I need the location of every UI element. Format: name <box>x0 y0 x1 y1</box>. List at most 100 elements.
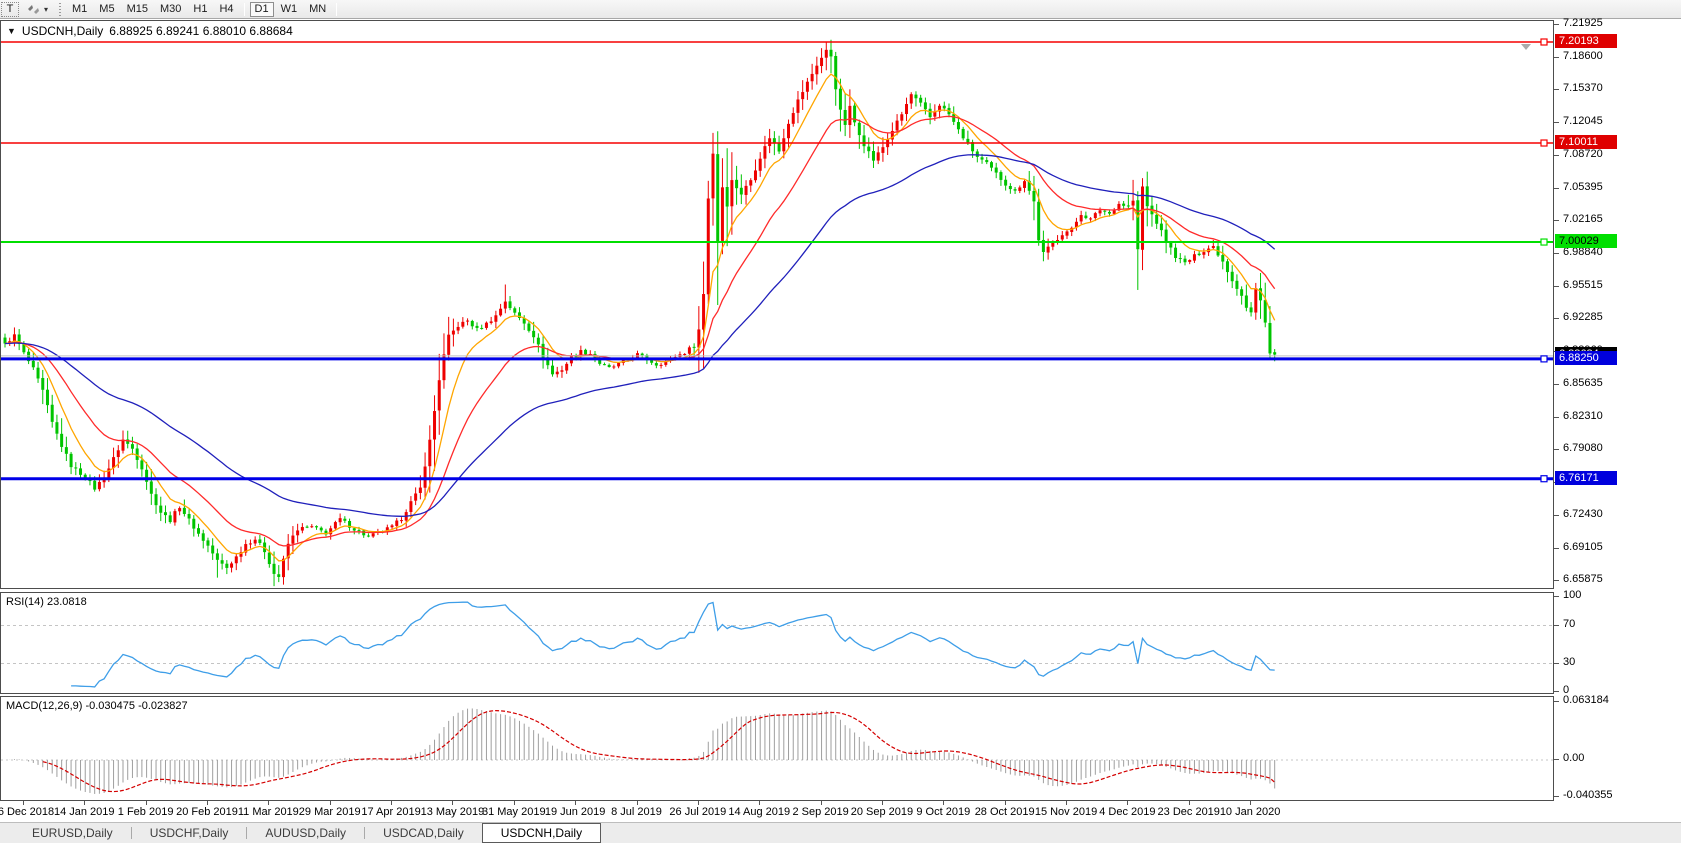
tab-usdcnh[interactable]: USDCNH,Daily <box>481 823 602 843</box>
tab-divider <box>364 827 366 839</box>
axis-tick <box>1554 56 1559 58</box>
text-tool-button[interactable]: T <box>1 1 19 17</box>
tab-usdcad[interactable]: USDCAD,Daily <box>383 826 464 840</box>
timeframe-button-mn[interactable]: MN <box>309 3 327 15</box>
price-tick-label: 6.82310 <box>1563 409 1603 422</box>
date-label: 15 Nov 2019 <box>1034 806 1098 818</box>
axis-tick <box>1554 252 1559 254</box>
macd-tick-label: 0.00 <box>1563 752 1585 764</box>
toolbar-separator <box>243 2 245 16</box>
timeframe-button-m5[interactable]: M5 <box>99 3 115 15</box>
date-tick <box>943 801 945 805</box>
axis-tick <box>1554 796 1559 797</box>
axis-tick <box>1554 317 1559 319</box>
price-tick-label: 7.18600 <box>1563 49 1603 62</box>
price-tick-label: 6.69105 <box>1563 540 1603 553</box>
timeframe-button-w1[interactable]: W1 <box>280 3 298 15</box>
main-chart-pane[interactable]: ▼ USDCNH,Daily 6.88925 6.89241 6.88010 6… <box>0 20 1554 589</box>
date-tick <box>391 801 393 805</box>
rsi-tick-label: 0 <box>1563 684 1570 696</box>
tab-divider <box>130 827 132 839</box>
date-tick <box>575 801 577 805</box>
macd-canvas[interactable] <box>1 697 1553 800</box>
axis-tick <box>1554 514 1559 516</box>
date-tick <box>1066 801 1068 805</box>
candlestick-canvas[interactable] <box>1 21 1553 588</box>
rsi-tick-label: 70 <box>1563 617 1576 630</box>
date-label: 2 Sep 2019 <box>792 806 849 818</box>
timeframe-button-m1[interactable]: M1 <box>72 3 88 15</box>
date-label: 28 Oct 2019 <box>974 806 1035 818</box>
arrow-style-dropdown[interactable]: ▾ <box>21 2 53 17</box>
axis-tick <box>1554 383 1559 385</box>
macd-pane[interactable]: MACD(12,26,9) -0.030475 -0.023827 <box>0 696 1554 801</box>
date-tick <box>268 801 270 805</box>
tab-eurusd[interactable]: EURUSD,Daily <box>32 826 113 840</box>
axis-tick <box>1554 416 1559 418</box>
axis-tick <box>1554 624 1559 626</box>
timeframe-button-h1[interactable]: H1 <box>193 3 208 15</box>
price-tick-label: 7.21925 <box>1563 16 1603 29</box>
date-label: 20 Feb 2019 <box>176 806 238 818</box>
date-tick <box>1004 801 1006 805</box>
axis-tick <box>1554 285 1559 287</box>
date-tick <box>145 801 147 805</box>
price-tick-label: 6.98840 <box>1563 245 1603 258</box>
date-label: 13 May 2019 <box>420 806 485 818</box>
axis-tick <box>1554 23 1559 25</box>
date-label: 4 Dec 2019 <box>1099 806 1156 818</box>
date-tick <box>1188 801 1190 805</box>
price-tick-label: 7.15370 <box>1563 81 1603 94</box>
rsi-pane[interactable]: RSI(14) 23.0818 <box>0 592 1554 694</box>
chevron-down-icon: ▾ <box>44 4 49 14</box>
axis-tick <box>1554 121 1559 123</box>
axis-tick <box>1554 759 1559 760</box>
date-label: 8 Jul 2019 <box>611 806 662 818</box>
chart-ohlc-title: ▼ USDCNH,Daily 6.88925 6.89241 6.88010 6… <box>7 24 293 38</box>
date-tick <box>22 801 24 805</box>
axis-tick <box>1554 547 1559 549</box>
rsi-canvas[interactable] <box>1 593 1553 693</box>
price-tick-label: 7.05395 <box>1563 180 1603 193</box>
rsi-tick-label: 30 <box>1563 655 1576 668</box>
axis-tick <box>1554 187 1559 189</box>
price-axis[interactable]: 7.21925 7.18600 7.15370 7.12045 7.08720 7.053… <box>1554 16 1681 802</box>
axis-tick <box>1554 88 1559 90</box>
tab-usdchf[interactable]: USDCHF,Daily <box>149 826 229 840</box>
ohlc-values: 6.88925 6.89241 6.88010 6.88684 <box>109 24 293 38</box>
toolbar-grip[interactable] <box>59 2 62 16</box>
date-label: 9 Oct 2019 <box>916 806 971 818</box>
hline-price-badge: 7.10011 <box>1555 135 1617 149</box>
date-label: 23 Dec 2019 <box>1157 806 1220 818</box>
price-tick-label: 6.72430 <box>1563 507 1603 520</box>
timeframe-button-m30[interactable]: M30 <box>159 3 182 15</box>
price-tick-label: 7.02165 <box>1563 212 1603 225</box>
date-tick <box>206 801 208 805</box>
symbol-title: USDCNH,Daily <box>21 24 104 38</box>
axis-tick <box>1554 662 1559 664</box>
date-tick <box>329 801 331 805</box>
chart-shift-marker[interactable] <box>1521 44 1531 50</box>
date-label: 26 Jul 2019 <box>669 806 727 818</box>
tab-audusd[interactable]: AUDUSD,Daily <box>265 826 347 840</box>
date-label: 10 Jan 2020 <box>1219 806 1281 818</box>
hline-price-badge: 6.76171 <box>1555 470 1617 485</box>
date-tick <box>84 801 86 805</box>
date-tick <box>636 801 638 805</box>
date-tick <box>1127 801 1129 805</box>
date-label: 14 Jan 2019 <box>53 806 115 818</box>
timeframe-button-d1[interactable]: D1 <box>249 1 274 17</box>
timeframe-button-h4[interactable]: H4 <box>219 3 234 15</box>
axis-tick <box>1554 154 1559 156</box>
timeframe-button-m15[interactable]: M15 <box>126 3 148 15</box>
price-tick-label: 6.95515 <box>1563 278 1603 291</box>
price-tick-label: 6.92285 <box>1563 310 1603 323</box>
date-tick <box>881 801 883 805</box>
date-label: 20 Sep 2019 <box>850 806 914 818</box>
price-tick-label: 6.79080 <box>1563 441 1603 454</box>
tab-divider <box>246 827 248 839</box>
date-tick <box>452 801 454 805</box>
rsi-tick-label: 100 <box>1563 589 1582 601</box>
